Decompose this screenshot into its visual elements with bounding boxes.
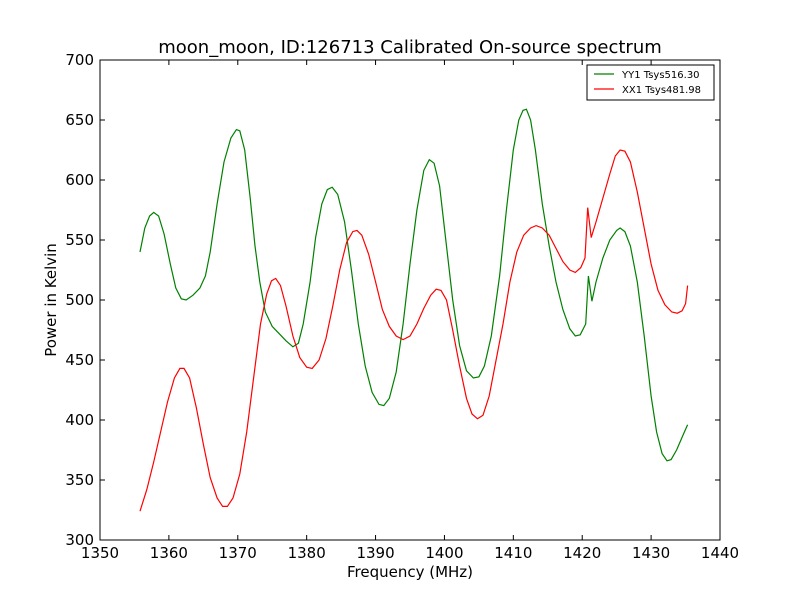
x-tick-label: 1430 bbox=[632, 544, 670, 562]
legend: YY1 Tsys516.30 XX1 Tsys481.98 bbox=[586, 64, 715, 101]
x-tick-label: 1370 bbox=[219, 544, 257, 562]
series-line-yy1 bbox=[139, 108, 689, 462]
legend-box bbox=[586, 64, 715, 101]
x-tick-label: 1350 bbox=[81, 544, 119, 562]
y-tick-label: 600 bbox=[65, 171, 94, 189]
y-tick-label: 300 bbox=[65, 531, 94, 549]
y-tick-label: 650 bbox=[65, 111, 94, 129]
x-tick-label: 1390 bbox=[356, 544, 394, 562]
legend-label-yy1: YY1 Tsys516.30 bbox=[621, 70, 700, 81]
x-axis-label: Frequency (MHz) bbox=[347, 563, 473, 581]
y-tick-label: 700 bbox=[65, 51, 94, 69]
x-tick-label: 1420 bbox=[563, 544, 601, 562]
chart-title: moon_moon, ID:126713 Calibrated On-sourc… bbox=[158, 37, 662, 58]
x-tick-label: 1410 bbox=[494, 544, 532, 562]
x-tick-label: 1360 bbox=[150, 544, 188, 562]
x-axis: 1350 1360 1370 1380 1390 1400 1410 1420 1430 1440 bbox=[81, 60, 739, 562]
y-tick-label: 450 bbox=[65, 351, 94, 369]
series-line-xx1 bbox=[139, 149, 689, 512]
y-tick-label: 550 bbox=[65, 231, 94, 249]
y-axis: 300 350 400 450 500 550 600 650 700 bbox=[65, 51, 720, 549]
y-tick-label: 400 bbox=[65, 411, 94, 429]
legend-label-xx1: XX1 Tsys481.98 bbox=[622, 85, 701, 96]
x-tick-label: 1440 bbox=[701, 544, 739, 562]
y-axis-label: Power in Kelvin bbox=[42, 243, 60, 357]
plot-lines bbox=[139, 108, 689, 512]
y-tick-label: 500 bbox=[65, 291, 94, 309]
y-tick-label: 350 bbox=[65, 471, 94, 489]
x-tick-label: 1380 bbox=[288, 544, 326, 562]
x-tick-label: 1400 bbox=[425, 544, 463, 562]
